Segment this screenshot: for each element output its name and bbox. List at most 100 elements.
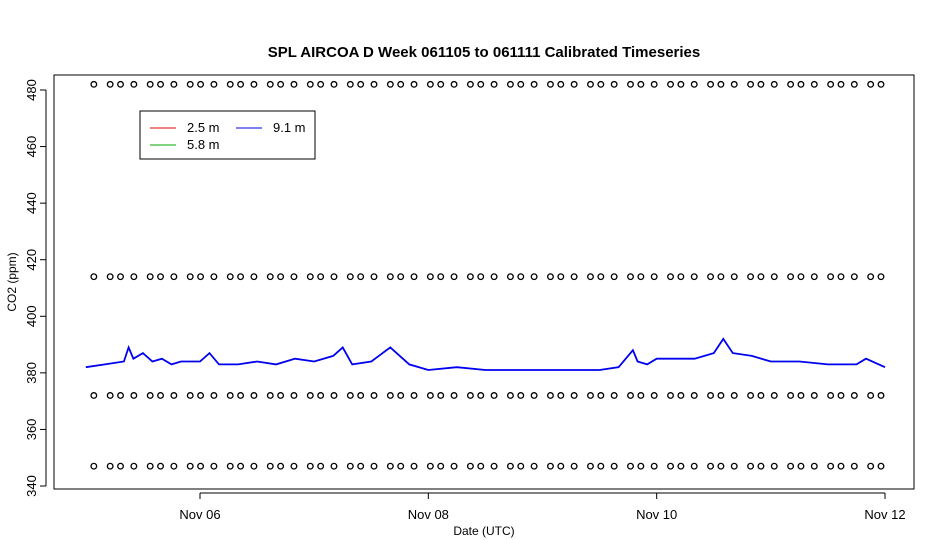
calibration-marker bbox=[266, 462, 274, 470]
calibration-marker bbox=[547, 80, 554, 88]
calibration-marker bbox=[667, 273, 674, 281]
calibration-marker bbox=[117, 392, 124, 399]
calibration-marker bbox=[146, 392, 154, 399]
calibration-marker bbox=[770, 392, 778, 399]
calibration-marker bbox=[170, 273, 178, 281]
calibration-marker bbox=[266, 392, 274, 399]
calibration-marker bbox=[557, 80, 565, 88]
calibration-marker bbox=[386, 80, 394, 88]
series-group bbox=[85, 337, 886, 371]
calibration-marker bbox=[587, 392, 594, 399]
calibration-marker bbox=[747, 392, 755, 399]
calibration-marker bbox=[667, 392, 674, 399]
calibration-marker bbox=[106, 462, 114, 470]
y-tick-label: 440 bbox=[24, 192, 39, 214]
calibration-marker bbox=[386, 392, 394, 399]
calibration-marker bbox=[266, 80, 274, 88]
legend-label: 9.1 m bbox=[273, 120, 306, 135]
calibration-marker bbox=[277, 80, 285, 88]
calibration-marker bbox=[707, 392, 715, 399]
calibration-marker bbox=[730, 273, 738, 281]
calibration-marker bbox=[306, 462, 314, 470]
legend-box bbox=[139, 110, 316, 160]
calibration-marker bbox=[357, 462, 365, 470]
calibration-marker bbox=[290, 80, 298, 88]
calibration-marker bbox=[506, 392, 514, 399]
calibration-marker bbox=[490, 80, 498, 88]
calibration-marker bbox=[226, 392, 234, 399]
calibration-marker bbox=[130, 80, 138, 88]
calibration-marker bbox=[707, 462, 715, 470]
calibration-marker bbox=[837, 392, 845, 399]
calibration-marker bbox=[517, 273, 525, 281]
calibration-marker bbox=[557, 392, 565, 399]
calibration-marker bbox=[517, 80, 525, 88]
calibration-marker bbox=[587, 80, 594, 88]
calibration-marker bbox=[707, 80, 715, 88]
calibration-marker bbox=[106, 273, 114, 281]
calibration-marker bbox=[627, 273, 634, 281]
calibration-marker bbox=[530, 392, 538, 399]
calibration-marker bbox=[346, 462, 354, 470]
calibration-marker bbox=[357, 273, 365, 281]
calibration-marker bbox=[690, 80, 698, 88]
calibration-marker bbox=[587, 273, 594, 281]
calibration-marker bbox=[477, 273, 485, 281]
calibration-marker bbox=[490, 462, 498, 470]
calibration-marker bbox=[186, 462, 194, 470]
calibration-marker bbox=[306, 273, 314, 281]
calibration-marker bbox=[410, 80, 418, 88]
calibration-marker bbox=[370, 392, 378, 399]
calibration-marker bbox=[650, 392, 658, 399]
calibration-marker bbox=[277, 462, 285, 470]
calibration-marker bbox=[90, 392, 98, 399]
calibration-marker bbox=[466, 273, 474, 281]
calibration-marker bbox=[677, 273, 685, 281]
calibration-marker bbox=[757, 462, 765, 470]
calibration-marker bbox=[530, 273, 538, 281]
calibration-marker bbox=[386, 462, 394, 470]
x-tick-label: Nov 10 bbox=[636, 507, 677, 522]
calibration-marker bbox=[450, 462, 458, 470]
calibration-marker bbox=[690, 392, 698, 399]
calibration-marker bbox=[757, 273, 765, 281]
calibration-marker bbox=[717, 392, 725, 399]
calibration-marker bbox=[877, 462, 885, 470]
calibration-marker bbox=[330, 273, 338, 281]
calibration-marker bbox=[650, 80, 658, 88]
calibration-marker bbox=[197, 462, 205, 470]
calibration-marker bbox=[867, 462, 875, 470]
calibration-marker bbox=[667, 462, 674, 470]
calibration-marker bbox=[90, 80, 98, 88]
calibration-marker bbox=[570, 273, 578, 281]
x-tick-label: Nov 12 bbox=[864, 507, 905, 522]
calibration-marker bbox=[650, 462, 658, 470]
calibration-marker bbox=[637, 273, 645, 281]
calibration-marker bbox=[850, 462, 858, 470]
calibration-markers bbox=[90, 80, 885, 470]
legend: 2.5 m 5.8 m 9.1 m bbox=[139, 110, 316, 160]
calibration-marker bbox=[827, 392, 835, 399]
calibration-marker bbox=[186, 273, 194, 281]
calibration-marker bbox=[226, 273, 234, 281]
y-tick-label: 380 bbox=[24, 362, 39, 384]
calibration-marker bbox=[570, 392, 578, 399]
y-axis-label: CO2 (ppm) bbox=[5, 252, 19, 311]
calibration-marker bbox=[146, 80, 154, 88]
calibration-marker bbox=[517, 392, 525, 399]
calibration-marker bbox=[237, 462, 245, 470]
calibration-marker bbox=[317, 392, 325, 399]
calibration-marker bbox=[437, 392, 445, 399]
calibration-marker bbox=[397, 273, 405, 281]
calibration-marker bbox=[837, 462, 845, 470]
calibration-marker bbox=[346, 80, 354, 88]
calibration-marker bbox=[250, 462, 258, 470]
calibration-marker bbox=[317, 462, 325, 470]
y-tick-label: 400 bbox=[24, 305, 39, 327]
y-tick-label: 420 bbox=[24, 249, 39, 271]
x-axis: Nov 06 Nov 08 Nov 10 Nov 12 bbox=[179, 492, 906, 522]
calibration-marker bbox=[610, 462, 618, 470]
calibration-marker bbox=[757, 392, 765, 399]
calibration-marker bbox=[637, 462, 645, 470]
calibration-marker bbox=[250, 80, 258, 88]
